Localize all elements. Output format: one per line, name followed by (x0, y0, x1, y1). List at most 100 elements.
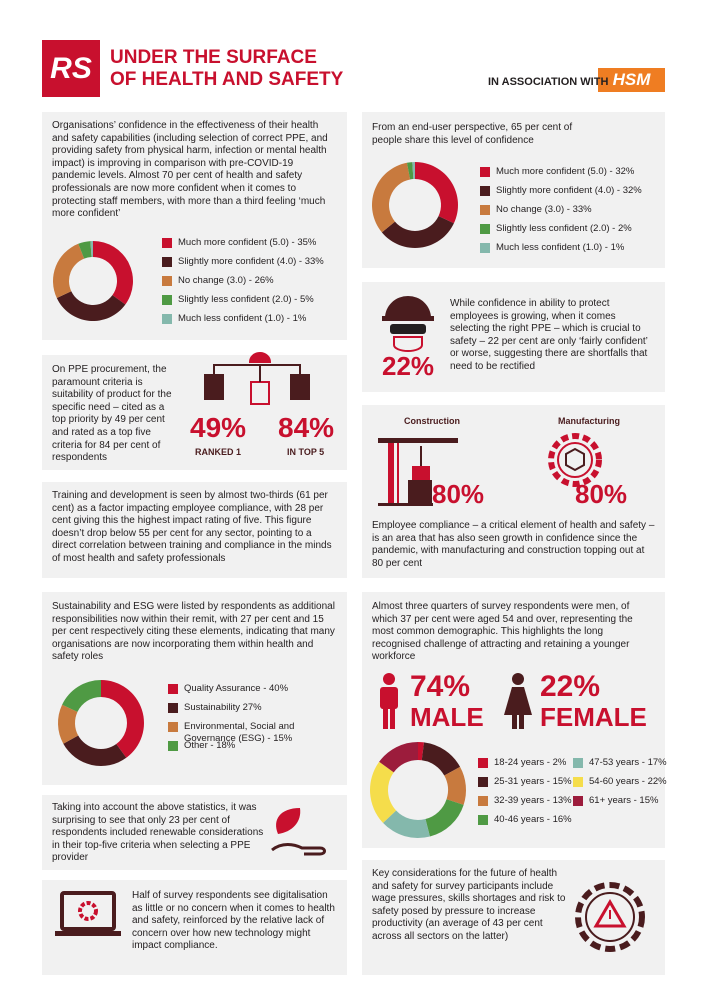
paragraph: While confidence in ability to protect e… (450, 298, 648, 372)
paragraph: Sustainability and ESG were listed by re… (52, 601, 335, 663)
legend-label: Much less confident (1.0) - 1% (178, 313, 307, 324)
donut-segment (415, 162, 459, 224)
panel (362, 860, 665, 975)
legend-swatch (480, 186, 490, 196)
gear-icon (548, 433, 602, 487)
legend-swatch (478, 758, 488, 768)
paragraph: Almost three quarters of survey responde… (372, 601, 633, 663)
stat-label: IN TOP 5 (287, 447, 325, 457)
male-icon (380, 673, 398, 729)
legend-label: No change (3.0) - 33% (496, 204, 592, 215)
legend-label: Slightly more confident (4.0) - 33% (178, 256, 324, 267)
donut-segment (56, 291, 126, 321)
stat-label: RANKED 1 (195, 447, 242, 457)
legend-swatch (478, 777, 488, 787)
donut-segment (62, 680, 101, 712)
female-icon (504, 673, 532, 729)
panel (42, 795, 347, 870)
legend-label: Slightly less confident (2.0) - 2% (496, 223, 632, 234)
crane-icon (378, 438, 458, 506)
legend-label: Other - 18% (184, 740, 236, 751)
logo-box (42, 40, 100, 97)
stat: 84% (278, 412, 335, 443)
warning-icon (575, 882, 645, 952)
legend-label: No change (3.0) - 26% (178, 275, 274, 286)
legend-label: 61+ years - 15% (589, 795, 659, 806)
stat: 80% (575, 479, 628, 509)
legend-label: Much more confident (5.0) - 35% (178, 237, 317, 248)
legend-swatch (480, 243, 490, 253)
association: IN ASSOCIATION WITH (488, 76, 609, 88)
stat: 22% (382, 351, 435, 381)
paragraph: On PPE procurement, the paramount criter… (52, 364, 172, 464)
legend-swatch (480, 167, 490, 177)
legend-label: Sustainability 27% (184, 702, 262, 713)
legend-label: Quality Assurance - 40% (184, 683, 289, 694)
donut-segment (371, 162, 411, 233)
legend-swatch (162, 238, 172, 248)
donut-segment (53, 243, 85, 299)
partner-logo: HSM (612, 70, 651, 89)
legend-label: Environmental, Social and Governance (ES… (184, 721, 295, 744)
title: UNDER THE SURFACE (110, 47, 317, 68)
leaf-hand-icon (271, 808, 326, 856)
donut-segment (418, 742, 425, 761)
donut-segment (57, 704, 79, 744)
panel (42, 482, 347, 578)
donut-segment (383, 810, 430, 839)
paragraph: Training and development is seen by almo… (52, 490, 332, 564)
documents-icon (204, 352, 310, 405)
paragraph: Key considerations for the future of hea… (372, 868, 566, 942)
donut-segment (412, 162, 415, 180)
legend-label: Much more confident (5.0) - 32% (496, 166, 635, 177)
legend-label: Much less confident (1.0) - 1% (496, 242, 625, 253)
sector-label: Manufacturing (558, 416, 620, 426)
stat-label: FEMALE (540, 702, 647, 732)
stat: 80% (432, 479, 485, 509)
donut-segment (425, 799, 464, 837)
legend-label: 25-31 years - 15% (494, 776, 572, 787)
legend-label: 54-60 years - 22% (589, 776, 667, 787)
donut-segment (444, 766, 467, 805)
donut-segment (421, 742, 461, 776)
donut-segment (406, 162, 414, 180)
donut-segment (101, 680, 144, 758)
legend-swatch (162, 257, 172, 267)
legend-swatch (573, 758, 583, 768)
legend-label: Slightly less confident (2.0) - 5% (178, 294, 314, 305)
stat: 49% (190, 412, 247, 443)
legend-swatch (480, 205, 490, 215)
legend-label: Slightly more confident (4.0) - 32% (496, 185, 642, 196)
paragraph: Organisations’ confidence in the effecti… (52, 120, 328, 220)
donut-segment (379, 742, 418, 773)
legend-label: 18-24 years - 2% (494, 757, 567, 768)
donut-segment (78, 241, 92, 259)
donut-segment (93, 241, 133, 305)
donut-segment (90, 241, 93, 258)
title: OF HEALTH AND SAFETY (110, 69, 344, 90)
donut-segment (381, 216, 454, 248)
stat: 74% (410, 670, 471, 703)
paragraph: From an end-user perspective, 65 per cen… (372, 122, 573, 146)
paragraph: Taking into account the above statistics… (52, 802, 264, 864)
partner-logo-box (598, 68, 665, 92)
legend-label: 40-46 years - 16% (494, 814, 572, 825)
legend-swatch (573, 796, 583, 806)
legend-swatch (168, 722, 178, 732)
legend-swatch (168, 703, 178, 713)
legend-label: 47-53 years - 17% (589, 757, 667, 768)
legend-swatch (573, 777, 583, 787)
stat-label: MALE (410, 702, 484, 732)
donut-segment (369, 761, 397, 823)
legend-swatch (162, 314, 172, 324)
legend-swatch (162, 276, 172, 286)
legend-swatch (168, 684, 178, 694)
legend-swatch (478, 815, 488, 825)
logo: RS (50, 52, 92, 85)
sector-label: Construction (404, 416, 460, 426)
legend-swatch (162, 295, 172, 305)
paragraph: Half of survey respondents see digitalis… (132, 890, 335, 952)
paragraph: Employee compliance – a critical element… (372, 520, 655, 569)
